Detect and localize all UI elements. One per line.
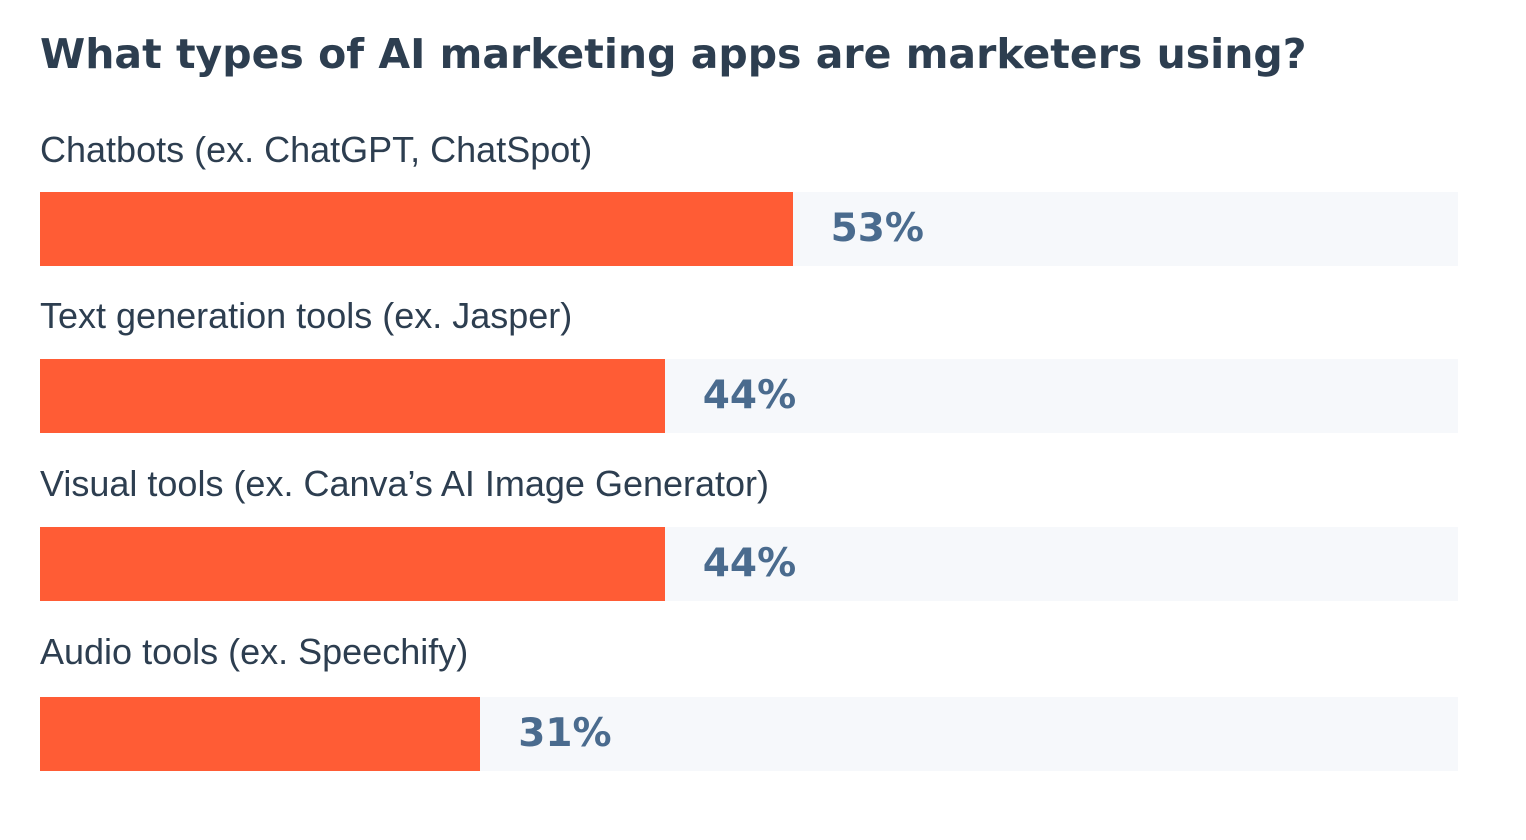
bar	[40, 359, 665, 433]
chart-title: What types of AI marketing apps are mark…	[40, 30, 1307, 78]
data-label: 44%	[702, 373, 797, 418]
bar	[40, 527, 665, 601]
category-label: Visual tools (ex. Canva’s AI Image Gener…	[40, 463, 770, 504]
bar-track: 44%	[40, 359, 1458, 433]
bar	[40, 697, 481, 771]
bar-track: 31%	[40, 697, 1458, 771]
bar-track: 53%	[40, 192, 1458, 266]
category-label: Chatbots (ex. ChatGPT, ChatSpot)	[40, 129, 593, 170]
bar-track: 44%	[40, 527, 1458, 601]
data-label: 53%	[830, 206, 924, 251]
data-label: 31%	[518, 711, 612, 756]
category-label: Audio tools (ex. Speechify)	[40, 631, 469, 672]
category-label: Text generation tools (ex. Jasper)	[40, 295, 573, 336]
data-label: 44%	[702, 541, 797, 586]
bar	[40, 192, 793, 266]
